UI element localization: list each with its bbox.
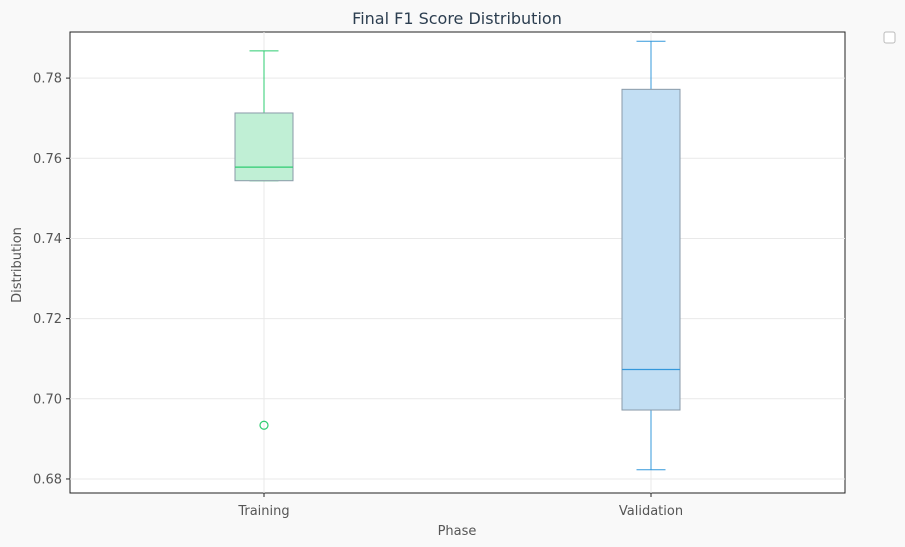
box-body [621, 88, 681, 411]
box-validation [621, 40, 681, 471]
outlier-point [259, 420, 269, 430]
x-axis: Training Validation [237, 493, 683, 519]
box-layer [234, 40, 681, 471]
chart-title: Final F1 Score Distribution [352, 9, 562, 28]
x-tick-label: Training [237, 504, 289, 519]
box-body [234, 112, 294, 182]
y-axis-label: Distribution [10, 227, 25, 303]
plot-area [69, 31, 846, 494]
x-axis-label: Phase [438, 524, 477, 539]
x-tick-label: Validation [619, 504, 683, 519]
y-tick-label: 0.68 [33, 472, 62, 487]
y-tick-label: 0.72 [33, 312, 62, 327]
y-tick-label: 0.78 [33, 72, 62, 87]
y-tick-label: 0.74 [33, 232, 62, 247]
y-axis: 0.68 0.70 0.72 0.74 0.76 0.78 [33, 72, 70, 487]
box-training [234, 50, 294, 430]
legend-box [883, 31, 896, 44]
y-tick-label: 0.76 [33, 152, 62, 167]
y-tick-label: 0.70 [33, 392, 62, 407]
